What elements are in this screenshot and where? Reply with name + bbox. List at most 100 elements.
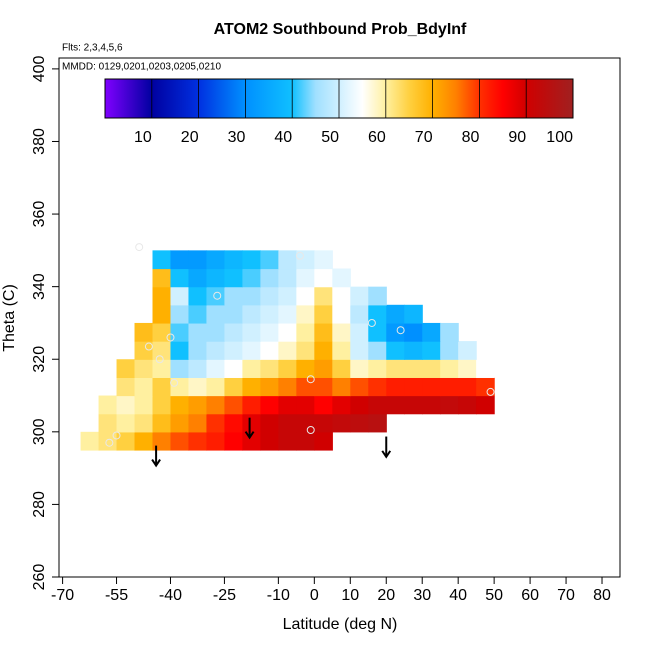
heat-cell (314, 395, 333, 415)
heat-cell (206, 431, 226, 451)
heat-cell (476, 377, 495, 397)
heat-cell (170, 413, 190, 433)
heat-cell (458, 341, 477, 360)
heat-cell (368, 341, 387, 360)
heat-cell (386, 304, 405, 324)
heat-cell (188, 250, 208, 270)
heat-cell (170, 341, 190, 360)
heat-cell (242, 395, 261, 415)
heat-cell (206, 250, 226, 270)
heat-cell (350, 304, 369, 324)
heat-cell (296, 250, 315, 270)
heat-cell (152, 413, 172, 433)
heat-cell (242, 322, 261, 342)
heat-cell (206, 395, 226, 415)
heat-cell (350, 413, 369, 433)
heat-cell (80, 431, 100, 451)
heat-cell (260, 395, 279, 415)
heat-cell (368, 286, 387, 306)
heat-cell (98, 413, 118, 433)
heat-cell (170, 268, 190, 288)
heat-cell (134, 377, 154, 397)
heat-cell (116, 377, 136, 397)
y-tick-label: 360 (31, 201, 48, 228)
observation-point (105, 438, 114, 447)
heat-cell (260, 250, 279, 270)
heat-cell (224, 395, 244, 415)
heat-cell (134, 395, 154, 415)
heat-cell (260, 431, 279, 451)
heat-cell (332, 377, 351, 397)
heat-cell (152, 377, 172, 397)
observation-point (155, 355, 164, 364)
x-tick-label: -70 (51, 587, 74, 604)
heat-cell (152, 322, 172, 342)
heat-cell (242, 413, 261, 433)
heat-cell (296, 413, 315, 433)
colorbar-tick-label: 90 (508, 129, 526, 146)
colorbar-tick-label: 80 (462, 129, 480, 146)
y-tick-label: 340 (31, 273, 48, 300)
heat-cell (170, 286, 190, 306)
annotation: Flts: 2,3,4,5,6 (62, 43, 123, 54)
heat-cell (404, 304, 423, 324)
heat-cell (260, 341, 279, 360)
heat-cell (458, 359, 477, 378)
heat-cell (440, 377, 459, 397)
heat-cell (224, 359, 244, 378)
heat-cell (188, 341, 208, 360)
heat-cell (404, 377, 423, 397)
heat-cell (404, 395, 423, 415)
heat-cell (188, 413, 208, 433)
colorbar-tick-label: 20 (181, 129, 199, 146)
observation-point (486, 387, 495, 396)
x-tick-label: 40 (449, 587, 467, 604)
heat-cell (152, 341, 172, 360)
heat-cell (422, 377, 441, 397)
x-tick-label: -40 (159, 587, 182, 604)
heat-cell (278, 395, 297, 415)
heat-cell (206, 286, 226, 306)
heat-cell (224, 286, 244, 306)
y-tick-label: 400 (31, 55, 48, 82)
heat-cell (188, 395, 208, 415)
y-tick-label: 380 (31, 128, 48, 155)
y-axis-label: Theta (C) (1, 284, 18, 352)
heat-cell (134, 322, 154, 342)
arrow-head (244, 431, 255, 440)
heat-cell (224, 268, 244, 288)
observation-point (295, 251, 304, 260)
heat-cell (386, 395, 405, 415)
heat-cell (314, 304, 333, 324)
heat-cell (206, 341, 226, 360)
heat-cell (314, 268, 333, 288)
heat-cell (440, 322, 459, 342)
heat-cell (440, 359, 459, 378)
colorbar-tick-label: 60 (368, 129, 386, 146)
heat-cell (188, 431, 208, 451)
heat-cell (296, 431, 315, 451)
heat-cell (350, 395, 369, 415)
heat-cell (278, 377, 297, 397)
heat-cell (278, 268, 297, 288)
colorbar-tick-label: 30 (228, 129, 246, 146)
x-tick-label: 30 (413, 587, 431, 604)
heat-cell (332, 304, 351, 324)
heat-cell (440, 341, 459, 360)
heat-cell (242, 359, 261, 378)
heat-cell (170, 322, 190, 342)
heat-cell (368, 359, 387, 378)
heat-cell (224, 250, 244, 270)
heat-cell (314, 286, 333, 306)
x-tick-label: 10 (341, 587, 359, 604)
heat-cell (134, 413, 154, 433)
heat-cell (476, 395, 495, 415)
heat-cell (332, 341, 351, 360)
heat-cell (188, 268, 208, 288)
heat-cell (278, 322, 297, 342)
x-axis-label: Latitude (deg N) (283, 616, 398, 633)
heat-cell (314, 377, 333, 397)
colorbar-tick-label: 70 (415, 129, 433, 146)
heat-cell (458, 377, 477, 397)
y-tick-label: 300 (31, 418, 48, 445)
